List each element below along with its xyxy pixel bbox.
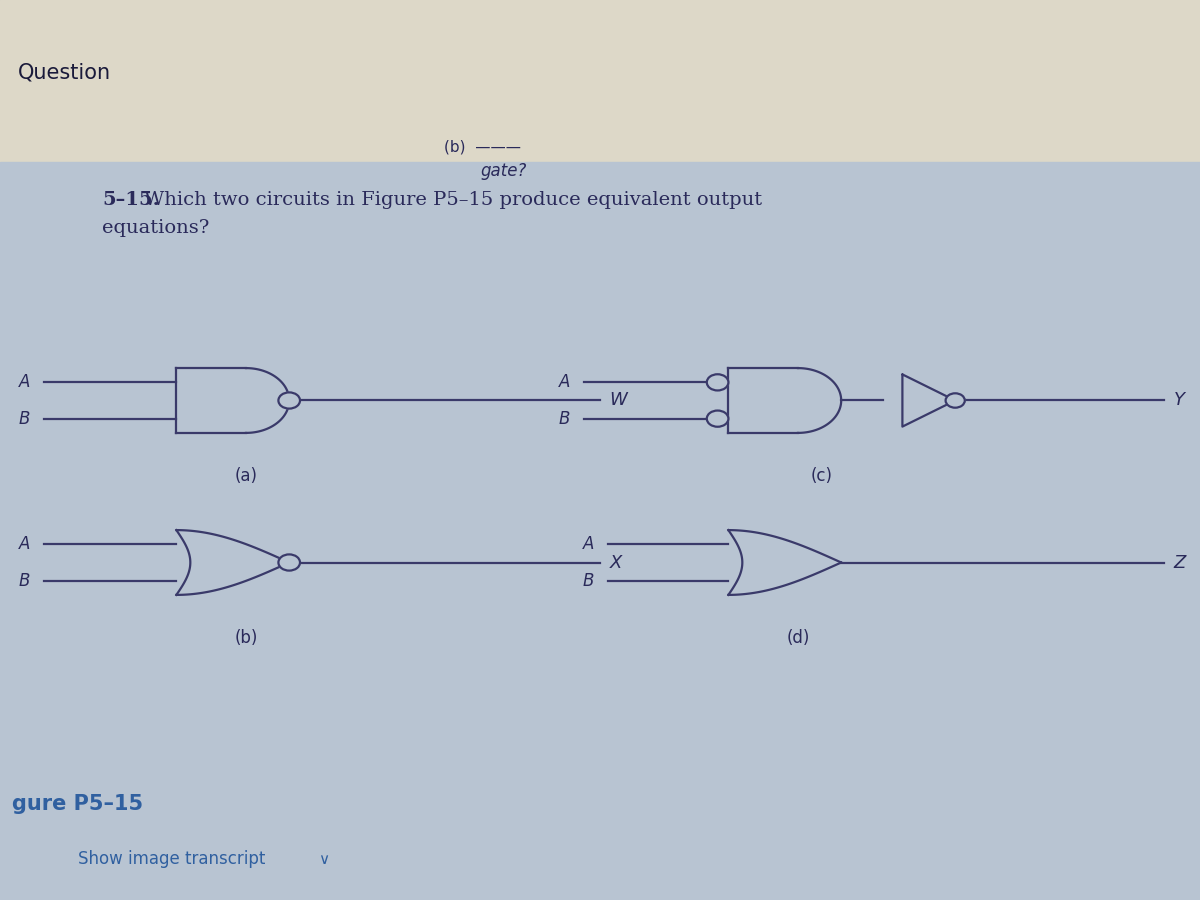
Bar xyxy=(0,0,1200,162)
Text: Show image transcript: Show image transcript xyxy=(78,850,265,868)
Text: (c): (c) xyxy=(811,467,833,485)
Text: 5–15.: 5–15. xyxy=(102,191,160,209)
Text: gate?: gate? xyxy=(480,162,527,180)
Text: W: W xyxy=(610,392,628,410)
Text: Which two circuits in Figure P5–15 produce equivalent output: Which two circuits in Figure P5–15 produ… xyxy=(138,191,762,209)
Text: (b)  ———: (b) ——— xyxy=(444,140,521,155)
Circle shape xyxy=(278,392,300,409)
Text: (d): (d) xyxy=(786,629,810,647)
Text: X: X xyxy=(610,554,622,572)
Text: B: B xyxy=(583,572,594,590)
Text: equations?: equations? xyxy=(102,219,209,237)
Text: gure P5–15: gure P5–15 xyxy=(12,794,143,814)
Circle shape xyxy=(278,554,300,571)
Circle shape xyxy=(707,410,728,427)
Text: A: A xyxy=(19,374,30,392)
Text: Question: Question xyxy=(18,63,112,83)
Text: A: A xyxy=(19,536,30,554)
Text: ∨: ∨ xyxy=(318,852,329,868)
Text: B: B xyxy=(19,410,30,427)
Text: (a): (a) xyxy=(234,467,258,485)
Text: A: A xyxy=(559,374,570,392)
Text: B: B xyxy=(19,572,30,590)
Text: (b): (b) xyxy=(234,629,258,647)
Circle shape xyxy=(946,393,965,408)
Text: Z: Z xyxy=(1174,554,1186,572)
Text: B: B xyxy=(559,410,570,427)
Circle shape xyxy=(707,374,728,391)
Text: Y: Y xyxy=(1174,392,1184,410)
Bar xyxy=(0,162,1200,900)
Text: A: A xyxy=(583,536,594,554)
